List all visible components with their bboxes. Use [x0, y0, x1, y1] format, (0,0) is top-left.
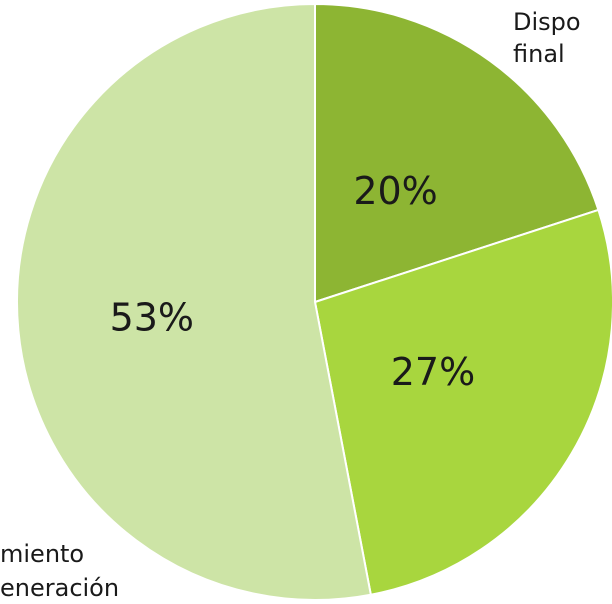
pie-slice-1 — [314, 2, 600, 304]
category-labels: Dispo final miento eneración — [0, 8, 581, 602]
pie-labels: 20% 27% 53% — [110, 169, 476, 394]
data-label-1: 20% — [353, 169, 437, 213]
pie-slice-3 — [16, 2, 373, 601]
data-label-2: 27% — [391, 350, 475, 394]
pie-slices — [16, 2, 612, 601]
category-label-1: Dispo final — [513, 8, 581, 68]
data-label-3: 53% — [110, 295, 194, 339]
category-label-3: miento eneración — [0, 540, 119, 602]
